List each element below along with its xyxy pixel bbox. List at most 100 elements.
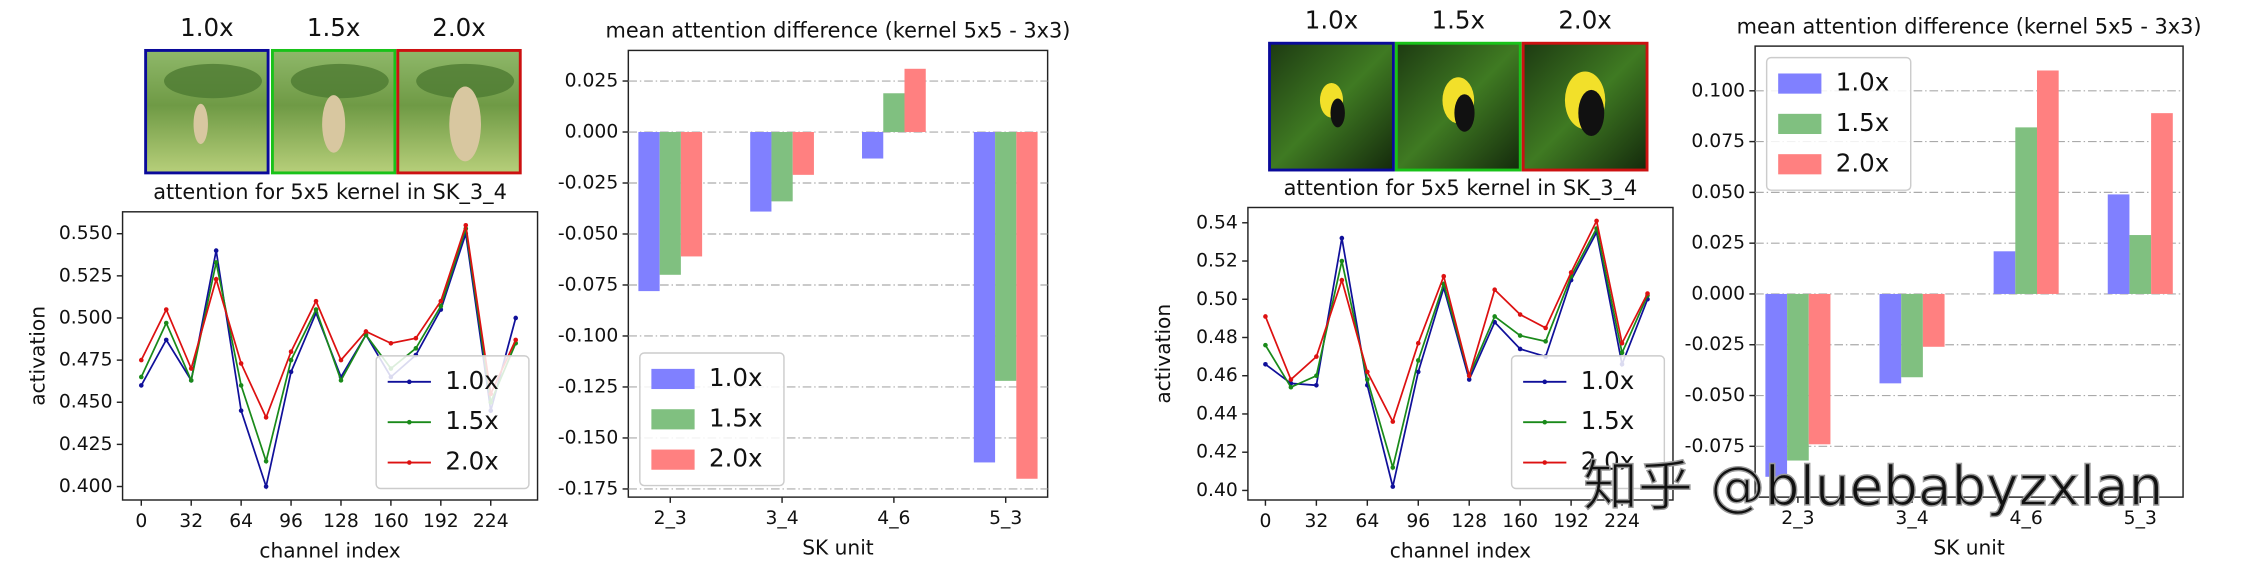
x-tick-label: 160 — [373, 511, 409, 532]
point — [1390, 465, 1396, 470]
point — [263, 458, 269, 464]
y-tick-label: -0.025 — [558, 173, 618, 194]
x-tick-label: 3_4 — [765, 508, 798, 529]
point — [1619, 340, 1625, 346]
point — [338, 378, 344, 383]
legend-swatch — [1778, 73, 1822, 94]
point — [213, 276, 219, 282]
y-tick-label: -0.100 — [558, 325, 618, 346]
point — [163, 320, 169, 326]
bar — [792, 132, 814, 175]
bar — [750, 132, 772, 212]
chart-title: attention for 5x5 kernel in SK_3_4 — [1284, 176, 1638, 200]
y-tick-label: -0.075 — [558, 274, 618, 295]
point — [463, 222, 469, 228]
legend-marker — [407, 379, 412, 385]
point — [1339, 277, 1345, 283]
point — [163, 307, 169, 312]
point — [388, 340, 394, 346]
point — [1314, 373, 1319, 379]
y-tick-label: 0.000 — [1691, 283, 1745, 304]
x-tick-label: 4_6 — [2010, 508, 2043, 529]
x-tick-label: 192 — [1553, 511, 1589, 532]
watermark: 知乎 @bluebabyzxlan — [1583, 454, 2163, 518]
thumbnail-border — [1521, 41, 1649, 172]
bar — [2151, 113, 2173, 294]
thumbnail-border — [270, 48, 397, 175]
bar — [1879, 293, 1902, 384]
thumbnail-label: 2.0x — [1558, 6, 1611, 35]
y-tick-label: -0.050 — [1685, 385, 1745, 406]
point — [1517, 312, 1523, 317]
x-axis-label: SK unit — [802, 535, 874, 559]
point — [288, 369, 294, 375]
point — [1365, 369, 1370, 375]
thumbnail-border — [1268, 41, 1395, 172]
x-axis-label: channel index — [1390, 538, 1531, 562]
thumbnail-border — [396, 48, 522, 175]
y-tick-label: 0.500 — [59, 307, 113, 328]
legend-label: 1.0x — [1581, 366, 1634, 395]
point — [1314, 382, 1319, 388]
legend-label: 1.0x — [1836, 68, 1889, 97]
thumbnail-bush — [290, 63, 389, 99]
legend-label: 2.0x — [445, 447, 498, 476]
plot-area — [1754, 45, 2184, 498]
point — [1314, 354, 1319, 359]
legend-marker — [1542, 419, 1548, 425]
point — [288, 357, 294, 363]
point — [1339, 235, 1345, 241]
point — [1288, 377, 1294, 382]
point — [1390, 419, 1396, 424]
point — [1594, 218, 1599, 224]
point — [1415, 358, 1421, 363]
point — [213, 248, 219, 253]
bar — [973, 132, 996, 463]
point — [1645, 291, 1650, 296]
y-tick-label: -0.175 — [558, 478, 618, 499]
legend-swatch — [651, 368, 695, 390]
x-tick-label: 160 — [1502, 511, 1538, 532]
point — [1365, 377, 1370, 382]
point — [1466, 377, 1472, 382]
series-line — [1264, 218, 1649, 424]
bar — [2129, 235, 2152, 294]
legend-box — [375, 355, 530, 490]
point — [1492, 314, 1497, 319]
point — [1263, 342, 1268, 348]
x-tick-label: 3_4 — [1895, 508, 1928, 529]
point — [1441, 274, 1447, 279]
plot-area — [627, 49, 1049, 498]
point — [1466, 373, 1472, 379]
point — [1339, 258, 1345, 264]
x-tick-label: 5_3 — [2124, 508, 2157, 529]
point — [263, 415, 269, 420]
plot-area — [1247, 206, 1674, 501]
thumbnail-label: 1.5x — [1432, 6, 1485, 35]
x-tick-label: 32 — [1304, 511, 1328, 532]
point — [163, 337, 169, 343]
y-axis-label: activation — [1151, 304, 1175, 404]
y-tick-label: -0.125 — [558, 376, 618, 397]
x-axis-label: SK unit — [1933, 535, 2005, 559]
x-tick-label: 0 — [1259, 511, 1271, 532]
bar — [680, 132, 703, 257]
point — [1492, 287, 1497, 293]
y-tick-label: 0.025 — [1691, 233, 1745, 254]
thumbnail-border — [144, 48, 270, 175]
bar — [1901, 293, 1923, 378]
point — [413, 335, 419, 341]
y-tick-label: 0.100 — [1691, 80, 1745, 101]
bar — [995, 132, 1017, 381]
point — [1390, 484, 1396, 489]
legend-label: 1.0x — [709, 363, 762, 392]
legend-label: 1.5x — [1581, 406, 1634, 435]
thumbnail-bush — [416, 63, 515, 99]
thumbnail-label: 1.5x — [307, 13, 360, 42]
thumbnail-label: 2.0x — [432, 13, 485, 42]
x-tick-label: 96 — [279, 511, 303, 532]
legend-swatch — [651, 449, 695, 470]
legend-box — [1510, 355, 1666, 490]
